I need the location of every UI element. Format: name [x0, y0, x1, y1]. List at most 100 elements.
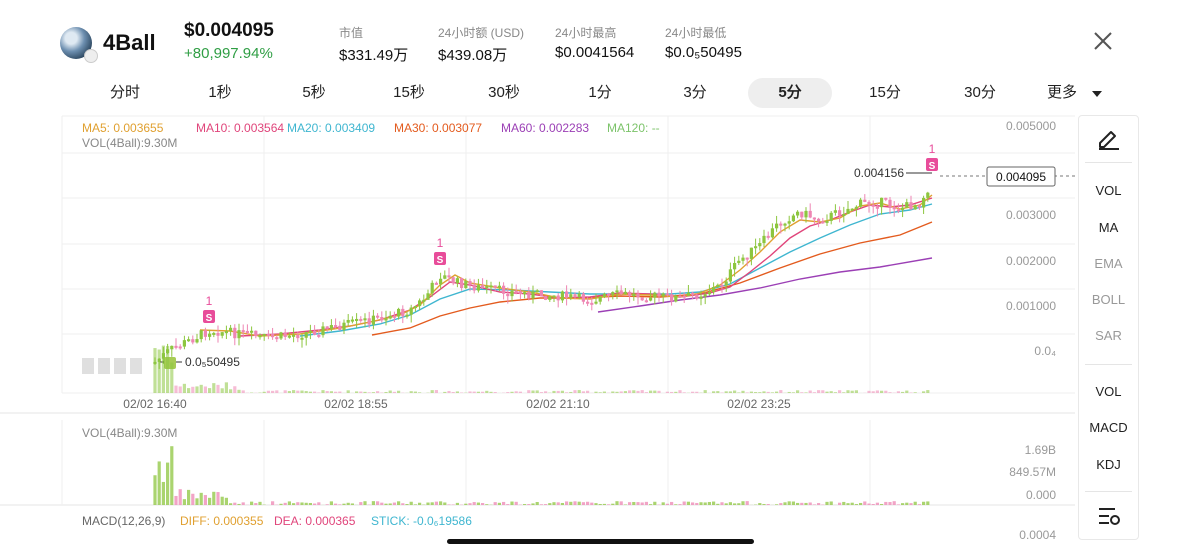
volume-bar: [922, 501, 926, 505]
indicator-macd[interactable]: MACD: [1089, 420, 1128, 435]
timeframe-tab[interactable]: 15秒: [393, 84, 425, 101]
sell-marker[interactable]: 1 S: [203, 294, 215, 324]
candle-body: [497, 285, 501, 288]
timeframe-tab[interactable]: 1秒: [208, 84, 232, 101]
indicator-vol[interactable]: VOL: [1095, 183, 1122, 198]
candle-body: [510, 290, 514, 297]
timeframe-tab[interactable]: 15分: [869, 84, 901, 101]
volume-bar: [909, 503, 913, 505]
candle-body: [661, 293, 665, 297]
timeframe-tab[interactable]: 1分: [588, 84, 612, 101]
volume-overlay-bar: [481, 391, 485, 393]
trade-marker-badge: [164, 357, 176, 369]
candle-body: [892, 206, 896, 210]
volume-bar: [224, 497, 228, 505]
indicator-sub-vol[interactable]: VOL: [1095, 384, 1122, 399]
volume-overlay-bar: [187, 388, 191, 393]
volume-bar: [258, 501, 262, 505]
volume-bar: [548, 503, 552, 505]
indicator-settings-icon[interactable]: [1097, 506, 1121, 526]
current-price-tag-box: [986, 166, 1056, 187]
vol-tick: 1.69B: [1025, 443, 1056, 457]
volume-bar: [346, 502, 350, 505]
candle-body: [917, 205, 921, 208]
volume-bar: [443, 502, 447, 505]
volume-bar: [493, 502, 497, 505]
ma30-line: [371, 221, 933, 336]
volume-overlay-bar: [745, 392, 749, 393]
indicator-ema[interactable]: EMA: [1094, 256, 1123, 271]
candle-body: [745, 257, 749, 260]
volume-bar: [829, 501, 833, 505]
volume-overlay-bar: [842, 392, 846, 393]
candle-body: [842, 213, 846, 216]
volume-overlay-bar: [754, 392, 758, 393]
volume-bar: [388, 503, 392, 505]
volume-bar: [371, 501, 375, 505]
sell-marker-badge: [203, 310, 215, 323]
chart-area[interactable]: MA5: 0.003655 MA10: 0.003564 MA20: 0.003…: [0, 110, 1200, 542]
volume-overlay-bar: [716, 391, 720, 393]
timeframe-tab[interactable]: 3分: [683, 84, 707, 101]
timeframe-tab[interactable]: 分时: [109, 84, 140, 101]
candle-body: [733, 263, 737, 270]
candle-body: [909, 202, 913, 210]
volume-bar: [762, 504, 766, 505]
draw-pen-icon[interactable]: [1096, 126, 1122, 150]
close-icon[interactable]: [1090, 28, 1116, 54]
chevron-down-icon[interactable]: [1092, 91, 1102, 97]
volume-overlay-bar: [229, 389, 233, 393]
volume-bar: [590, 502, 594, 505]
stat-label: 市值: [339, 26, 364, 40]
volume-bar: [926, 501, 930, 505]
kline-chart[interactable]: MA5: 0.003655 MA10: 0.003564 MA20: 0.003…: [0, 110, 1200, 542]
volume-bar: [867, 503, 871, 505]
volume-bar: [644, 501, 648, 505]
timeframe-tab[interactable]: 5秒: [302, 84, 326, 101]
volume-bar: [640, 502, 644, 505]
low-sell-marker[interactable]: [164, 357, 176, 369]
volume-bar: [842, 501, 846, 505]
volume-bar: [485, 504, 489, 505]
volume-bar: [796, 502, 800, 505]
indicator-boll[interactable]: BOLL: [1091, 292, 1126, 307]
candle-body: [241, 330, 245, 333]
separator: [1085, 491, 1132, 492]
volume-overlay-bar: [573, 390, 577, 393]
indicator-kdj[interactable]: KDJ: [1096, 457, 1121, 472]
timeframe-tab[interactable]: 30分: [964, 84, 996, 101]
candle-body: [258, 335, 262, 338]
volume-bar: [397, 501, 401, 505]
volume-overlay-bar: [359, 391, 363, 393]
volume-overlay-bar: [560, 390, 564, 393]
sell-marker-badge: [434, 252, 446, 265]
macd-legend-title: MACD(12,26,9): [82, 514, 165, 528]
volume-overlay-bar: [913, 392, 917, 393]
candle-body: [741, 257, 745, 261]
volume-bar: [741, 501, 745, 505]
indicator-sar[interactable]: SAR: [1095, 328, 1122, 343]
timeframe-tab-active[interactable]: 5分: [748, 78, 832, 108]
candle-body: [338, 325, 342, 330]
indicator-ma[interactable]: MA: [1098, 220, 1119, 235]
candle-body: [195, 339, 199, 343]
volume-bar: [670, 501, 674, 505]
candle-body: [783, 223, 787, 226]
volume-bar: [884, 501, 888, 505]
sell-marker[interactable]: 1 S: [926, 142, 938, 172]
volume-bar: [602, 503, 606, 505]
volume-overlay-bar: [724, 391, 728, 393]
candle-body: [203, 330, 207, 337]
volume-overlay-bar: [787, 391, 791, 393]
candle-body: [880, 197, 884, 208]
volume-bar: [905, 502, 909, 505]
volume-overlay-bar: [266, 390, 270, 393]
price-tick: 0.0₄: [1034, 344, 1056, 358]
timeframe-more[interactable]: 更多: [1046, 84, 1077, 101]
sell-marker[interactable]: 1 S: [434, 236, 446, 266]
volume-bar: [573, 501, 577, 505]
volume-bar: [304, 502, 308, 505]
timeframe-tab[interactable]: 30秒: [488, 84, 520, 101]
volume-bar: [191, 493, 195, 505]
price-tick: 0.005000: [1006, 119, 1056, 133]
